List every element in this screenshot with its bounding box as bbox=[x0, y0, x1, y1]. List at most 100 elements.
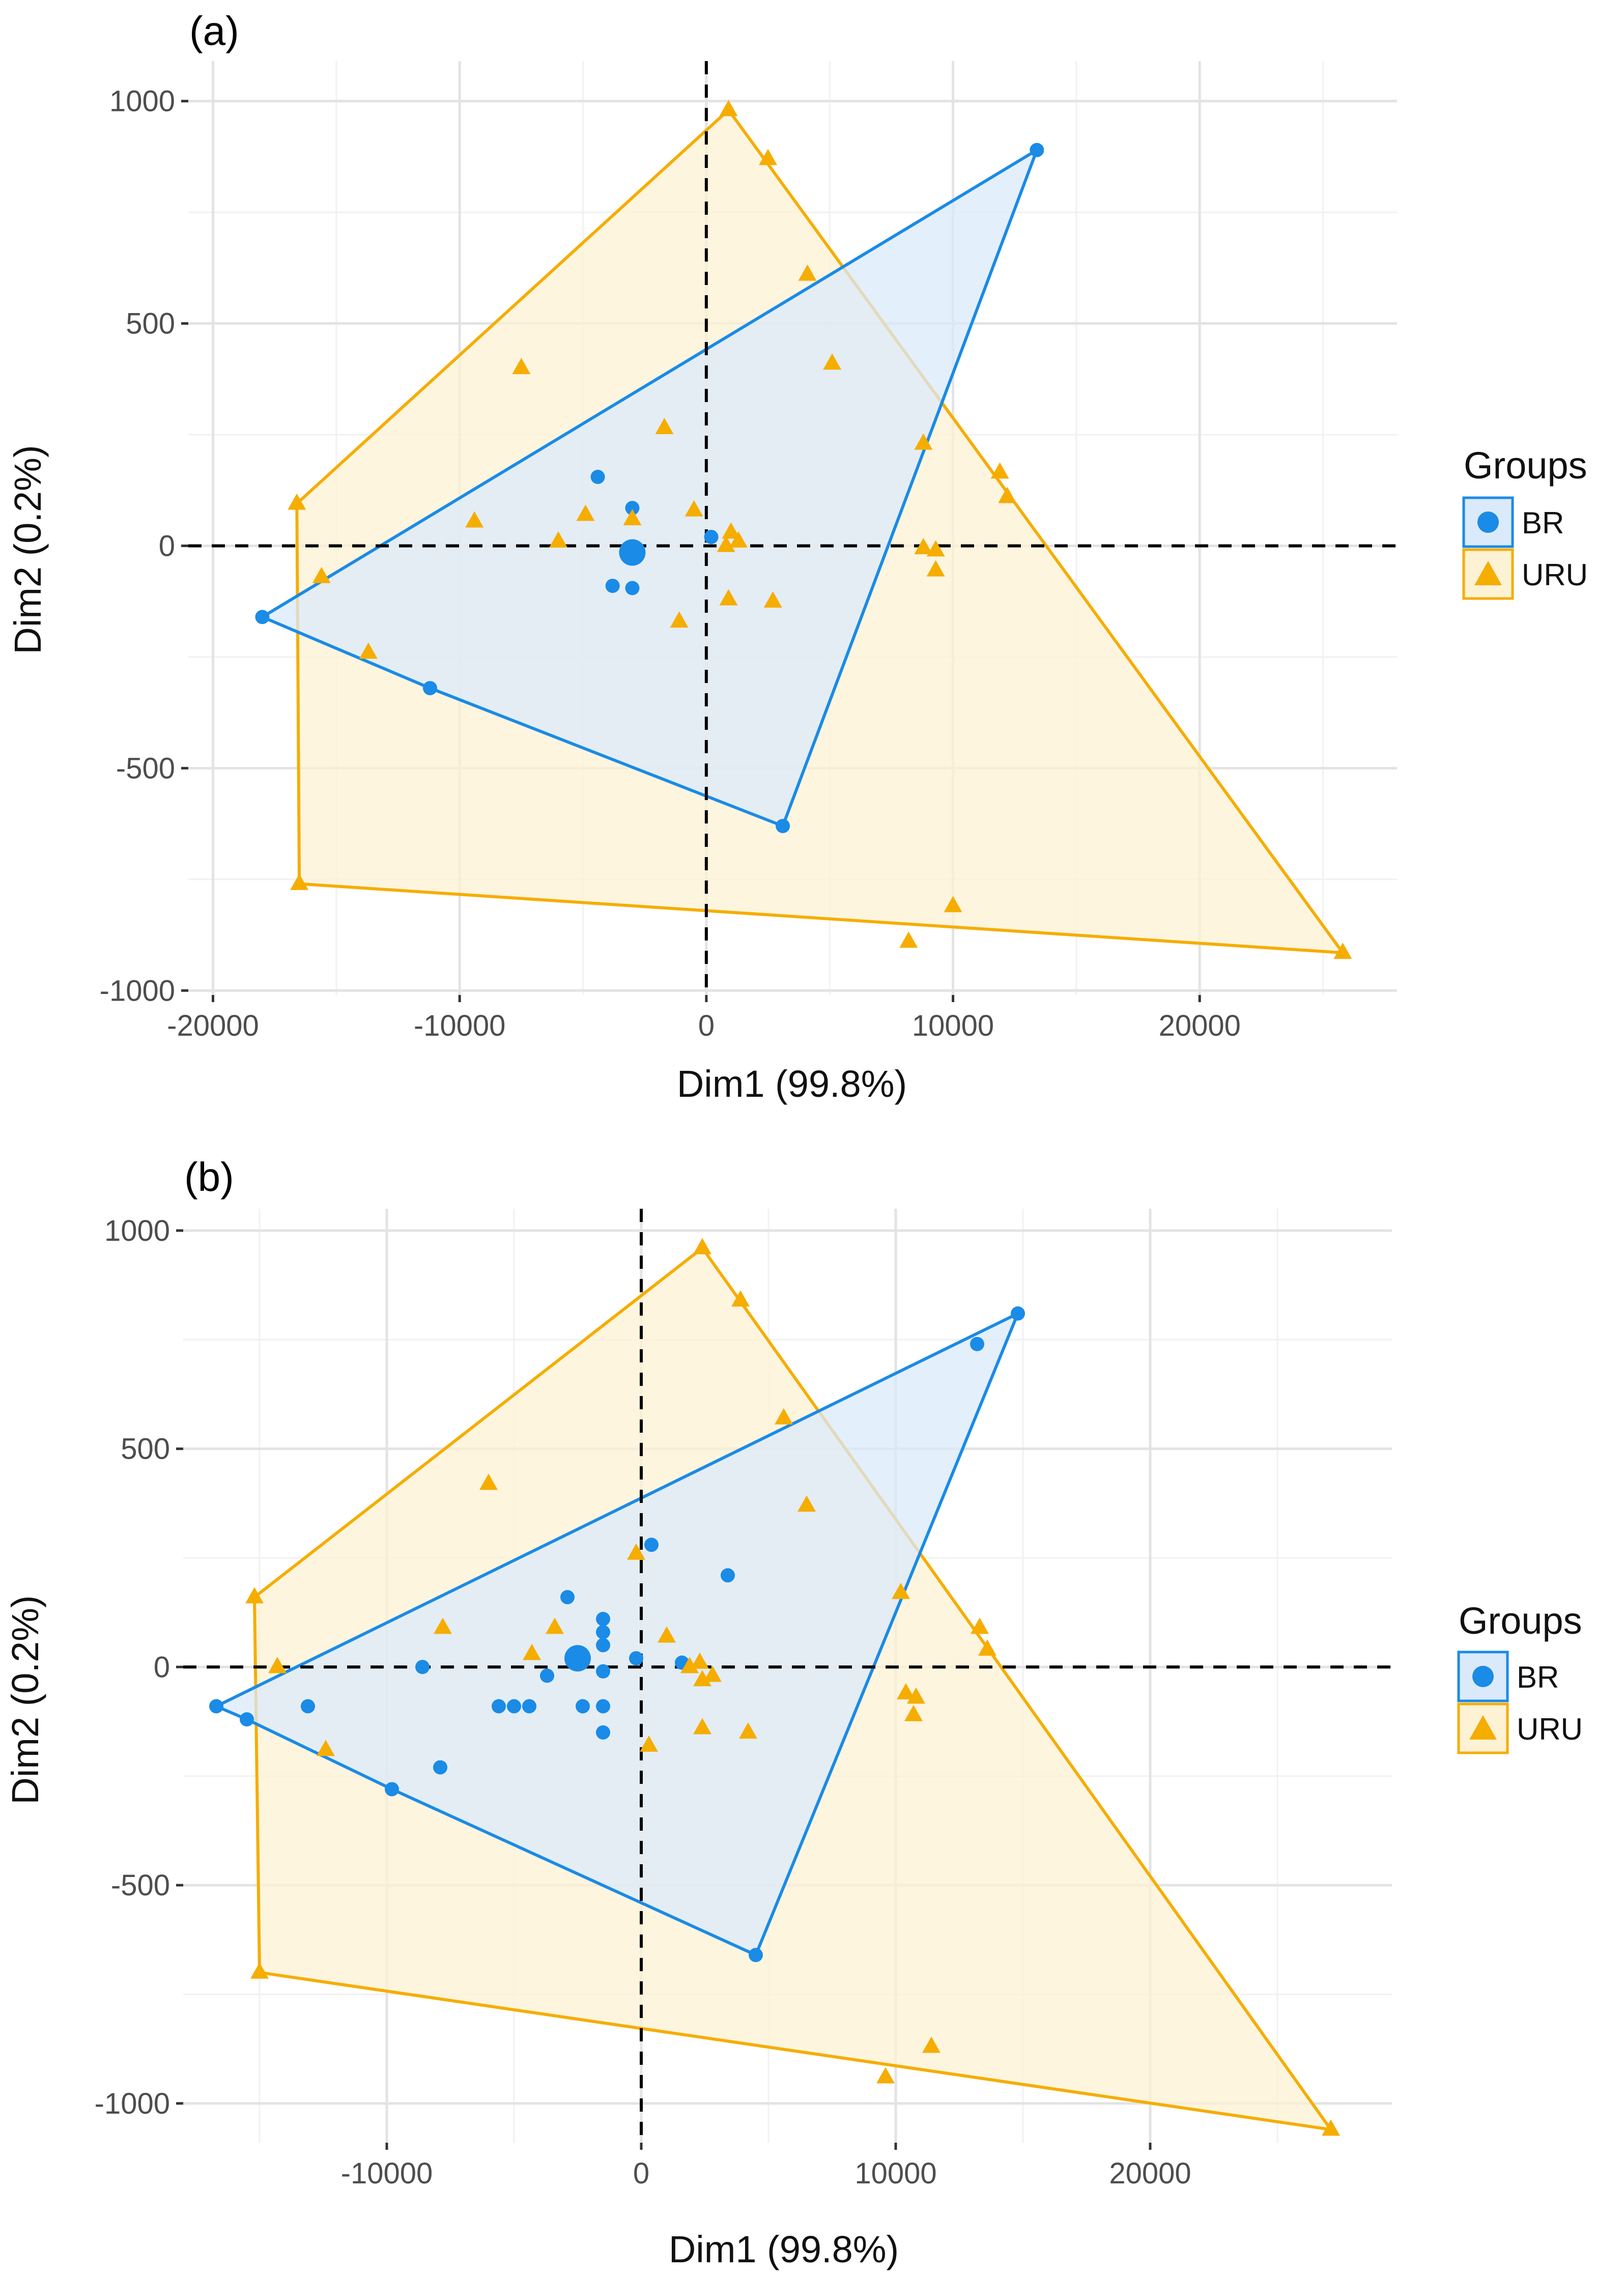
panel-a-point-uru bbox=[549, 531, 568, 548]
panel-a-point-uru bbox=[1333, 943, 1352, 959]
panel-a-point-uru bbox=[359, 642, 378, 659]
panel-a-x-tick-label: -10000 bbox=[414, 1009, 506, 1042]
panel-a-point-uru bbox=[914, 537, 933, 554]
panel-a-hulls bbox=[261, 108, 1345, 954]
panel-b-point-uru bbox=[892, 1582, 910, 1599]
panel-b-point-br bbox=[629, 1651, 643, 1666]
panel-b-point-uru bbox=[703, 1665, 722, 1682]
panel-b-y-tick-label: 1000 bbox=[104, 1214, 170, 1247]
panel-a-point-uru bbox=[798, 264, 817, 281]
panel-b-points bbox=[209, 1238, 1340, 2136]
panel-a-point-uru bbox=[465, 511, 484, 528]
panel-a-point-uru bbox=[944, 896, 962, 913]
panel-b-point-uru bbox=[693, 1238, 711, 1255]
panel-b-point-uru bbox=[904, 1704, 923, 1721]
panel-b-point-uru bbox=[739, 1722, 757, 1739]
panel-a-y-tick-label: -500 bbox=[116, 752, 175, 785]
panel-a-point-uru bbox=[717, 535, 735, 552]
panel-a-x-tick-label: 20000 bbox=[1159, 1009, 1241, 1042]
panel-a-point-uru bbox=[670, 611, 689, 628]
panel-a-point-br bbox=[590, 470, 605, 485]
panel-b-point-br bbox=[415, 1660, 430, 1674]
panel-a-point-br bbox=[255, 610, 270, 624]
panel-a-x-tick-label: -20000 bbox=[167, 1009, 259, 1042]
panel-b-point-uru bbox=[317, 1740, 335, 1756]
panel-a-point-uru bbox=[998, 487, 1017, 503]
panel-b-point-uru bbox=[797, 1495, 816, 1512]
panel-a-point-uru bbox=[722, 522, 740, 539]
panel-b-point-uru bbox=[546, 1617, 564, 1634]
panel-b-point-br bbox=[596, 1664, 610, 1679]
panel-b-point-uru bbox=[479, 1473, 498, 1490]
panel-b-point-br bbox=[970, 1336, 984, 1351]
panel-b-x-tick-label: 0 bbox=[633, 2157, 649, 2190]
panel-b-legend-label-uru: URU bbox=[1517, 1712, 1583, 1746]
panel-b-x-tick-label: -10000 bbox=[341, 2157, 433, 2190]
panel-b-point-br bbox=[1011, 1306, 1025, 1321]
panel-b-point-uru bbox=[434, 1617, 452, 1634]
panel-b-point-uru bbox=[971, 1617, 989, 1634]
panel-b-y-tick-label: -1000 bbox=[95, 2087, 170, 2120]
panel-b-point-uru bbox=[627, 1543, 645, 1560]
panel-b-point-uru bbox=[1322, 2119, 1340, 2136]
panel-b-point-uru bbox=[640, 1735, 658, 1752]
panel-b-legend-triangle-icon bbox=[1469, 1715, 1497, 1740]
panel-b-y-axis-title: Dim2 (0.2%) bbox=[4, 1595, 46, 1804]
panel-b-point-br bbox=[540, 1668, 554, 1683]
panel-a-point-uru bbox=[926, 540, 945, 557]
panel-b-point-br bbox=[209, 1699, 223, 1714]
panel-a-y-axis-title: Dim2 (0.2%) bbox=[7, 445, 49, 654]
panel-a-point-uru bbox=[729, 531, 748, 548]
panel-b-point-uru bbox=[731, 1290, 750, 1307]
panel-a-point-uru bbox=[899, 931, 918, 948]
panel-a-point-uru bbox=[926, 560, 945, 577]
panel-b-ticks: -10000 0 10000 20000 -1000 -500 0 500 1000 bbox=[95, 1214, 1191, 2190]
panel-a-point-br bbox=[1030, 143, 1044, 157]
panel-a-point-uru bbox=[288, 493, 306, 510]
panel-a-point-uru bbox=[290, 873, 309, 890]
panel-a-legend-item-br: BR bbox=[1462, 496, 1564, 548]
panel-b-point-uru bbox=[922, 2036, 941, 2053]
panel-a-legend-triangle-icon bbox=[1474, 561, 1502, 585]
panel-a-point-uru bbox=[914, 433, 933, 450]
panel-a-y-tick-label: 500 bbox=[126, 307, 175, 340]
panel-b-point-uru bbox=[680, 1657, 699, 1673]
panel-a-point-br bbox=[704, 529, 719, 544]
panel-b-point-uru bbox=[693, 1670, 711, 1687]
panel-b-point-br bbox=[596, 1699, 610, 1714]
panel-b-point-br bbox=[644, 1538, 659, 1552]
panel-b-point-br bbox=[596, 1625, 610, 1639]
panel-b-point-br bbox=[576, 1699, 590, 1714]
panel-b-legend-circle-icon bbox=[1472, 1666, 1494, 1687]
panel-b-label: (b) bbox=[184, 1154, 234, 1200]
panel-b-y-tick-label: -500 bbox=[111, 1869, 170, 1902]
panel-b-point-uru bbox=[775, 1408, 793, 1425]
panel-a-point-uru bbox=[719, 589, 738, 606]
panel-a-x-tick-label: 10000 bbox=[912, 1009, 994, 1042]
panel-b-point-br bbox=[596, 1612, 610, 1627]
panel-b-point-uru bbox=[693, 1718, 711, 1734]
panel-b-point-br bbox=[385, 1782, 399, 1797]
panel-a-x-axis-title: Dim1 (99.8%) bbox=[677, 1063, 907, 1105]
panel-a-point-uru bbox=[763, 591, 782, 608]
panel-b-point-br bbox=[721, 1568, 735, 1583]
panel-a-y-tick-label: 1000 bbox=[109, 85, 175, 118]
panel-a-point-uru bbox=[759, 149, 778, 165]
panel-a-legend-title: Groups bbox=[1464, 444, 1587, 487]
panel-a-y-tick-label: -1000 bbox=[100, 974, 175, 1007]
panel-a-legend-circle-icon bbox=[1477, 511, 1499, 533]
panel-b-point-br bbox=[492, 1699, 506, 1714]
panel-a-point-uru bbox=[512, 358, 531, 375]
panel-b-point-br bbox=[560, 1590, 575, 1605]
panel-a-point-br bbox=[776, 818, 790, 833]
panel-b-x-tick-label: 20000 bbox=[1109, 2157, 1191, 2190]
panel-b-point-uru bbox=[250, 1962, 269, 1979]
panel-b-point-uru bbox=[907, 1687, 925, 1704]
panel-b-point-br bbox=[596, 1638, 610, 1653]
panel-a-y-tick-label: 0 bbox=[159, 529, 175, 562]
panel-b-y-tick-label: 0 bbox=[154, 1651, 170, 1684]
panel-a-centroid-br bbox=[619, 539, 646, 566]
panel-a-point-uru bbox=[576, 504, 595, 521]
panel-b-point-uru bbox=[897, 1683, 915, 1699]
